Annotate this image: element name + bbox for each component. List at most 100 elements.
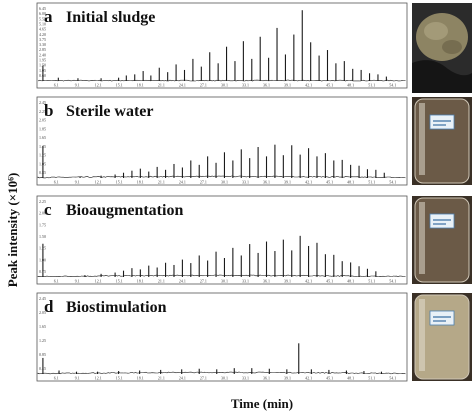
x-tick-label: 21.1 [158,279,165,284]
chromatogram-panel-c: 2.25 2.00 1.75 1.50 1.25 1.00 0.75 6.1 9.1 12.1 15… [36,195,408,285]
x-tick-label: 24.1 [179,376,186,381]
x-tick-label: 39.1 [284,376,291,381]
x-tick-label: 48.1 [347,279,354,284]
y-tick-label: 1.25 [39,246,46,251]
x-tick-label: 6.1 [54,376,59,381]
baseline-trace [37,175,406,179]
y-tick-label: 0.75 [39,269,46,274]
x-tick-label: 45.1 [326,180,333,185]
x-tick-label: 39.1 [284,180,291,185]
sample-label [429,310,455,326]
sludge-sample-photo [412,3,472,93]
sludge-shadow [442,40,462,54]
panel-title: Initial sludge [66,9,155,26]
y-tick-label: 3.30 [39,42,46,47]
panel-letter: d [44,297,54,316]
sample-label [429,114,455,130]
jar-glare [419,202,425,274]
x-tick-label: 15.1 [116,376,123,381]
y-tick-label: 6.45 [39,6,46,11]
x-tick-label: 48.1 [347,83,354,88]
y-tick-label: 1.75 [39,222,46,227]
plastic-bag [412,60,472,93]
y-tick-label: 1.95 [39,58,46,63]
x-tick-label: 9.1 [75,180,80,185]
x-tick-label: 36.1 [263,376,270,381]
y-tick-label: 2.00 [39,211,46,216]
chromatogram-panel-d: 2.45 2.05 1.65 1.25 0.85 0.45 6.1 9.1 12.1 15.1 18… [36,292,408,382]
x-tick-label: 30.1 [221,279,228,284]
x-tick-label: 54.1 [389,83,396,88]
panel-title: Biostimulation [66,299,167,316]
x-tick-label: 21.1 [158,180,165,185]
y-tick-label: 2.40 [39,52,46,57]
x-tick-label: 54.1 [389,279,396,284]
x-tick-label: 27.1 [200,376,207,381]
y-tick-label: 3.75 [39,37,46,42]
y-tick-label: 4.20 [39,32,46,37]
jar-glare [419,299,425,371]
x-tick-label: 36.1 [263,180,270,185]
panel-letter: b [44,101,53,120]
x-tick-label: 27.1 [200,180,207,185]
y-tick-label: 1.45 [39,144,46,149]
x-tick-label: 51.1 [368,279,375,284]
y-tick-label: 2.05 [39,118,46,123]
y-tick-label: 0.85 [39,352,46,357]
x-tick-label: 21.1 [158,376,165,381]
y-tick-label: 1.65 [39,324,46,329]
x-tick-label: 45.1 [326,376,333,381]
x-tick-label: 18.1 [137,83,144,88]
y-axis-title: Peak intensity (×10⁶) [5,173,20,288]
x-tick-label: 6.1 [54,83,59,88]
x-tick-label: 18.1 [137,279,144,284]
panel-letter: a [44,7,53,26]
x-tick-label: 9.1 [75,376,80,381]
x-tick-label: 51.1 [368,180,375,185]
sample-label [429,213,455,229]
x-tick-label: 54.1 [389,376,396,381]
y-tick-label: 1.50 [39,234,46,239]
x-tick-label: 30.1 [221,180,228,185]
x-tick-label: 21.1 [158,83,165,88]
y-tick-label: 2.45 [39,100,46,105]
x-tick-label: 48.1 [347,376,354,381]
x-tick-label: 24.1 [179,83,186,88]
x-tick-label: 18.1 [137,180,144,185]
plot-frame [36,2,408,89]
x-tick-label: 6.1 [54,279,59,284]
x-tick-label: 51.1 [368,83,375,88]
x-tick-label: 36.1 [263,279,270,284]
x-tick-label: 15.1 [116,83,123,88]
baseline-trace [37,274,406,278]
x-tick-label: 12.1 [95,180,102,185]
sterile-water-sample-photo [412,97,472,185]
x-tick-label: 45.1 [326,83,333,88]
y-tick-label: 5.55 [39,16,46,21]
x-tick-label: 33.1 [242,180,249,185]
x-tick-label: 48.1 [347,180,354,185]
x-tick-label: 12.1 [95,376,102,381]
x-tick-label: 51.1 [368,376,375,381]
x-tick-label: 30.1 [221,83,228,88]
x-tick-label: 42.1 [305,279,312,284]
y-tick-label: 1.05 [39,161,46,166]
y-tick-label: 0.85 [39,170,46,175]
jar-glare [419,103,425,175]
y-tick-label: 1.85 [39,126,46,131]
y-tick-label: 2.05 [39,310,46,315]
y-tick-label: 4.65 [39,27,46,32]
panel-title: Sterile water [66,103,154,120]
panel-letter: c [44,200,52,219]
chromatogram-panel-a: 6.456.005.555.104.654.203.753.302.852.40… [36,2,408,89]
x-tick-label: 18.1 [137,376,144,381]
sludge-highlight [424,22,448,40]
y-tick-label: 2.25 [39,109,46,114]
x-tick-label: 15.1 [116,279,123,284]
x-tick-label: 30.1 [221,376,228,381]
y-tick-label: 2.85 [39,47,46,52]
x-tick-label: 33.1 [242,376,249,381]
x-tick-label: 9.1 [75,83,80,88]
x-tick-label: 12.1 [95,279,102,284]
